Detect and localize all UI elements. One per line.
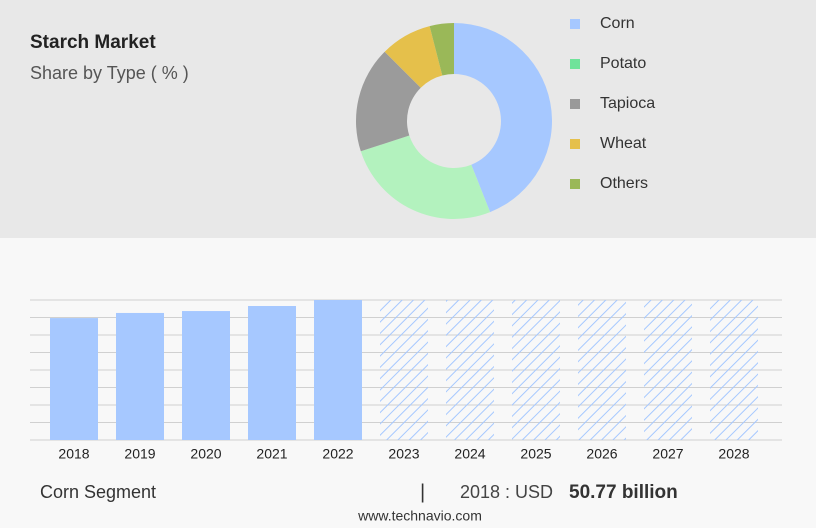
- forecast-placeholder: [446, 300, 494, 440]
- bar: [314, 300, 362, 440]
- forecast-placeholder: [380, 300, 428, 440]
- donut-slice: [454, 23, 553, 213]
- forecast-placeholder: [578, 300, 626, 440]
- forecast-placeholder: [512, 300, 560, 440]
- x-tick-label: 2025: [520, 446, 551, 462]
- bar: [116, 312, 164, 440]
- legend-label: Wheat: [600, 135, 647, 152]
- footer-year: 2018 : USD: [460, 482, 553, 502]
- x-tick-label: 2028: [718, 446, 749, 462]
- x-tick-label: 2020: [190, 446, 221, 462]
- source: www.technavio.com: [357, 508, 482, 524]
- footer-separator: |: [420, 481, 425, 503]
- legend-label: Tapioca: [600, 95, 655, 112]
- bar: [248, 306, 296, 440]
- forecast-placeholder: [710, 300, 758, 440]
- x-tick-label: 2026: [586, 446, 617, 462]
- donut-slice: [360, 135, 491, 219]
- bar: [182, 311, 230, 440]
- x-tick-label: 2024: [454, 446, 485, 462]
- x-tick-label: 2019: [124, 446, 155, 462]
- legend-swatch: [570, 19, 580, 29]
- subtitle: Share by Type ( % ): [30, 63, 189, 83]
- legend-swatch: [570, 139, 580, 149]
- donut-slice: [429, 23, 454, 76]
- legend-swatch: [570, 179, 580, 189]
- legend-swatch: [570, 99, 580, 109]
- donut-slice: [384, 26, 443, 88]
- legend-label: Corn: [600, 15, 635, 32]
- legend-label: Potato: [600, 55, 646, 72]
- legend-swatch: [570, 59, 580, 69]
- x-tick-label: 2027: [652, 446, 683, 462]
- footer-value: 50.77 billion: [569, 482, 678, 503]
- title: Starch Market: [30, 32, 156, 53]
- legend-label: Others: [600, 175, 648, 192]
- x-tick-label: 2021: [256, 446, 287, 462]
- bar: [50, 318, 98, 440]
- x-tick-label: 2023: [388, 446, 419, 462]
- footer-segment: Corn Segment: [40, 482, 156, 502]
- donut-slice: [355, 51, 421, 152]
- x-tick-label: 2022: [322, 446, 353, 462]
- x-tick-label: 2018: [58, 446, 89, 462]
- forecast-placeholder: [644, 300, 692, 440]
